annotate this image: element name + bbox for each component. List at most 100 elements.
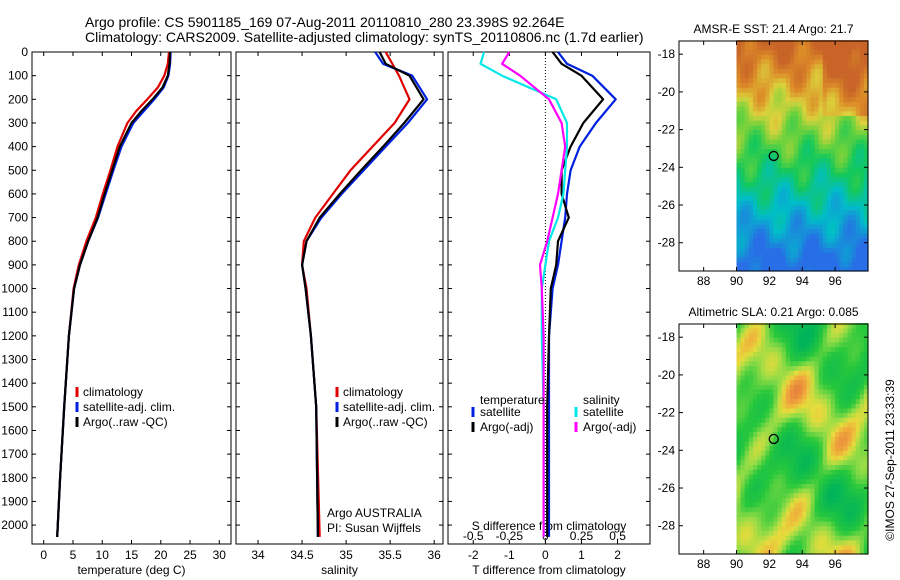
map-cell bbox=[810, 87, 816, 93]
map-cell bbox=[744, 346, 750, 352]
map-cell bbox=[798, 549, 803, 555]
map-cell bbox=[781, 393, 787, 400]
map-cell bbox=[851, 412, 857, 418]
map-cell bbox=[806, 162, 812, 168]
map-cell bbox=[806, 389, 812, 395]
map-cell bbox=[773, 143, 779, 149]
map-cell bbox=[847, 110, 853, 117]
profile-panel-frame-3 bbox=[447, 51, 651, 545]
map-cell bbox=[748, 323, 754, 329]
map-cell bbox=[826, 473, 832, 480]
map-cell bbox=[748, 351, 754, 357]
map-cell bbox=[748, 374, 754, 381]
map-cell bbox=[855, 535, 861, 541]
map-cell bbox=[859, 327, 865, 334]
map-cell bbox=[785, 440, 791, 447]
map-cell bbox=[859, 157, 865, 164]
map-cell bbox=[835, 148, 840, 154]
map-cell bbox=[777, 219, 783, 225]
map-cell bbox=[839, 129, 844, 135]
map-cell bbox=[839, 252, 844, 258]
map-cell bbox=[843, 148, 848, 154]
map-cell bbox=[740, 176, 746, 182]
map-cell bbox=[835, 436, 840, 442]
map-cell bbox=[794, 120, 799, 126]
map-cell bbox=[859, 134, 865, 140]
map-cell bbox=[773, 323, 779, 329]
map-cell bbox=[773, 139, 779, 145]
map-cell bbox=[802, 360, 807, 367]
map-cell bbox=[802, 247, 807, 253]
map-cell bbox=[851, 398, 857, 404]
map-cell bbox=[851, 58, 857, 65]
map-cell bbox=[740, 242, 746, 248]
map-cell bbox=[761, 341, 766, 348]
map-cell bbox=[736, 200, 742, 206]
map-cell bbox=[740, 252, 746, 258]
map-cell bbox=[777, 134, 783, 140]
map-cell bbox=[831, 323, 836, 329]
map-cell bbox=[761, 209, 766, 215]
map-cell bbox=[847, 176, 853, 182]
map-cell bbox=[798, 516, 803, 522]
map-cell bbox=[839, 412, 844, 418]
map-cell bbox=[757, 172, 762, 178]
map-cell bbox=[769, 502, 775, 508]
map-cell bbox=[814, 389, 820, 395]
map-cell bbox=[781, 459, 787, 465]
map-cell bbox=[736, 157, 742, 164]
map-cell bbox=[814, 327, 820, 334]
map-cell bbox=[769, 82, 775, 88]
map-cell bbox=[736, 190, 742, 197]
map-cell bbox=[826, 459, 832, 465]
map-cell bbox=[773, 195, 779, 201]
map-cell bbox=[839, 497, 844, 503]
y-tick-label: 1900 bbox=[1, 494, 28, 508]
map-cell bbox=[748, 219, 754, 225]
map-cell bbox=[855, 266, 861, 272]
map-cell bbox=[802, 497, 807, 503]
map-cell bbox=[773, 346, 779, 352]
map-cell bbox=[818, 464, 824, 470]
map-cell bbox=[736, 228, 742, 234]
map-cell bbox=[765, 393, 770, 400]
map-cell bbox=[847, 464, 853, 470]
map-cell bbox=[822, 242, 828, 248]
x-tick-label: 34 bbox=[251, 548, 265, 562]
map-cell bbox=[802, 228, 807, 234]
map-cell bbox=[851, 44, 857, 51]
map-cell bbox=[753, 247, 758, 253]
map-cell bbox=[753, 106, 758, 112]
map-cell bbox=[835, 455, 840, 461]
map-cell bbox=[777, 106, 783, 112]
map-cell bbox=[859, 412, 865, 418]
map-cell bbox=[843, 58, 848, 65]
map-cell bbox=[847, 469, 853, 475]
map-cell bbox=[855, 360, 861, 367]
map-cell bbox=[757, 148, 762, 154]
map-cell bbox=[806, 228, 812, 234]
map-cell bbox=[789, 190, 795, 197]
map-cell bbox=[736, 96, 742, 102]
map-cell bbox=[806, 473, 812, 480]
map-cell bbox=[855, 492, 861, 498]
map-cell bbox=[789, 346, 795, 352]
map-cell bbox=[814, 384, 820, 390]
map-cell bbox=[789, 488, 795, 494]
map-cell bbox=[777, 120, 783, 126]
map-cell bbox=[847, 167, 853, 173]
map-cell bbox=[769, 544, 775, 550]
map-cell bbox=[761, 106, 766, 112]
map-cell bbox=[794, 247, 799, 253]
map-title-2: Altimetric SLA: 0.21 Argo: 0.085 bbox=[688, 305, 858, 319]
map-cell bbox=[765, 96, 770, 102]
map-cell bbox=[773, 516, 779, 522]
map-cell bbox=[785, 214, 791, 220]
map-cell bbox=[757, 266, 762, 272]
map-cell bbox=[822, 365, 828, 371]
map-cell bbox=[748, 233, 754, 239]
map-cell bbox=[757, 332, 762, 338]
map-cell bbox=[826, 209, 832, 215]
map-cell bbox=[781, 181, 787, 187]
map-cell bbox=[765, 450, 770, 456]
